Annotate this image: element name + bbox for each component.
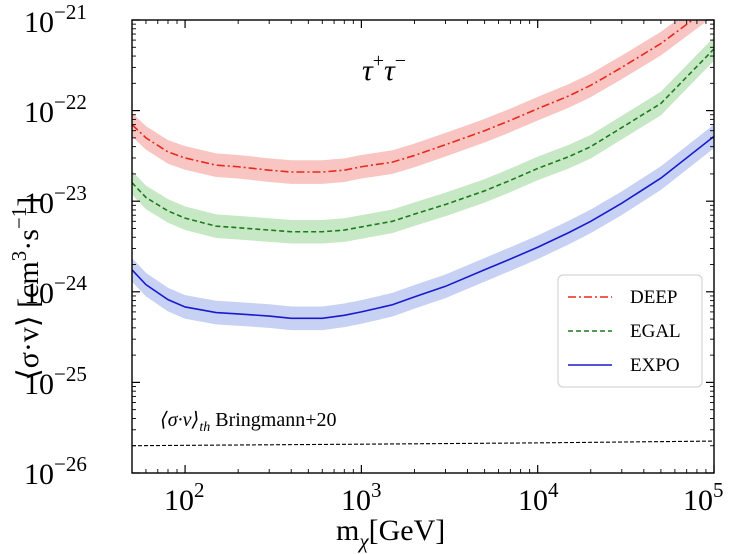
x-tick-labels: 102 103 104 105 [164,478,724,517]
chart-title: τ+τ− [362,50,406,87]
legend: DEEP EGAL EXPO [557,274,703,388]
reference-line-group [132,440,714,447]
reference-line-label: ⟨σ·v⟩th Bringmann+20 [160,409,337,435]
series-line-egal [132,48,714,233]
band-deep [132,20,709,184]
legend-box [557,274,703,388]
y-tick-label: 10−24 [24,271,87,310]
x-axis-label: mχ[GeV] [336,514,445,553]
reference-line [132,440,714,447]
legend-label-deep: DEEP [630,287,678,308]
y-tick-label: 10−22 [24,90,87,129]
x-tick-label: 105 [683,478,724,517]
y-axis-label: ⟨σ·v⟩ [cm3·s−1] [7,197,45,380]
band-expo [132,124,714,331]
y-tick-label: 10−25 [24,362,87,401]
legend-label-expo: EXPO [630,355,680,376]
x-tick-label: 102 [164,478,205,517]
legend-label-egal: EGAL [630,321,681,342]
axis-ticks [131,19,715,474]
y-tick-label: 10−26 [24,452,87,491]
confidence-bands [132,20,714,331]
y-tick-labels: 10−21 10−22 10−23 10−24 10−25 10−26 [24,0,87,491]
band-egal [132,37,714,244]
series-line-deep [132,20,694,173]
series-line-expo [132,135,714,320]
y-tick-label: 10−21 [24,0,87,39]
y-tick-label: 10−23 [24,181,87,220]
x-tick-label: 104 [518,478,559,517]
series-lines [132,20,714,320]
plot-frame [131,19,715,474]
x-tick-label: 103 [341,478,382,517]
